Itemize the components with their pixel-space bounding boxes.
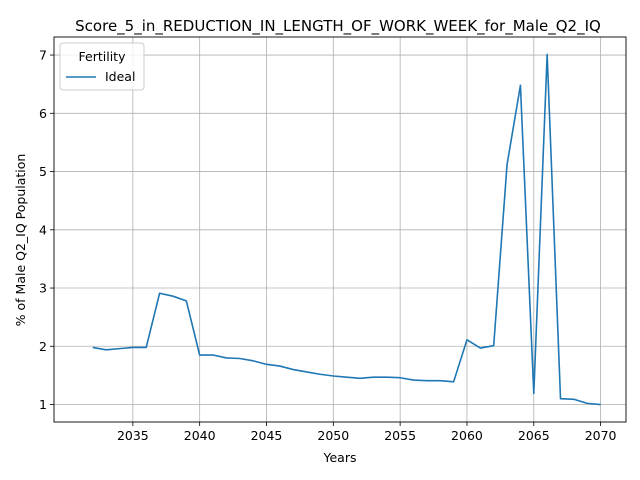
series-line-ideal: [92, 53, 601, 406]
y-tick-label: 1: [39, 397, 47, 412]
grid: [54, 37, 626, 422]
x-tick-label: 2055: [384, 428, 416, 443]
y-axis: 1 2 3 4 5 6 7: [39, 48, 54, 412]
legend-label-ideal: Ideal: [105, 69, 135, 84]
x-axis-label: Years: [323, 450, 357, 465]
x-tick-label: 2050: [317, 428, 349, 443]
x-axis: 2035 2040 2045 2050 2055 2060 2065 2070: [117, 422, 617, 443]
y-tick-label: 6: [39, 106, 47, 121]
x-tick-label: 2045: [251, 428, 283, 443]
x-tick-label: 2065: [518, 428, 550, 443]
y-tick-label: 4: [39, 222, 47, 237]
legend-box: [59, 42, 145, 91]
y-tick-label: 2: [39, 339, 47, 354]
y-tick-label: 7: [39, 48, 47, 63]
x-tick-label: 2035: [117, 428, 149, 443]
x-tick-label: 2040: [184, 428, 216, 443]
x-tick-label: 2070: [585, 428, 617, 443]
y-tick-label: 5: [39, 164, 47, 179]
y-tick-label: 3: [39, 281, 47, 296]
series-layer: [92, 53, 601, 406]
x-tick-label: 2060: [451, 428, 483, 443]
legend: Fertility Ideal: [59, 42, 145, 91]
y-axis-label: % of Male Q2_IQ Population: [13, 154, 28, 327]
chart-title: Score_5_in_REDUCTION_IN_LENGTH_OF_WORK_W…: [75, 17, 601, 36]
legend-title: Fertility: [79, 49, 127, 64]
